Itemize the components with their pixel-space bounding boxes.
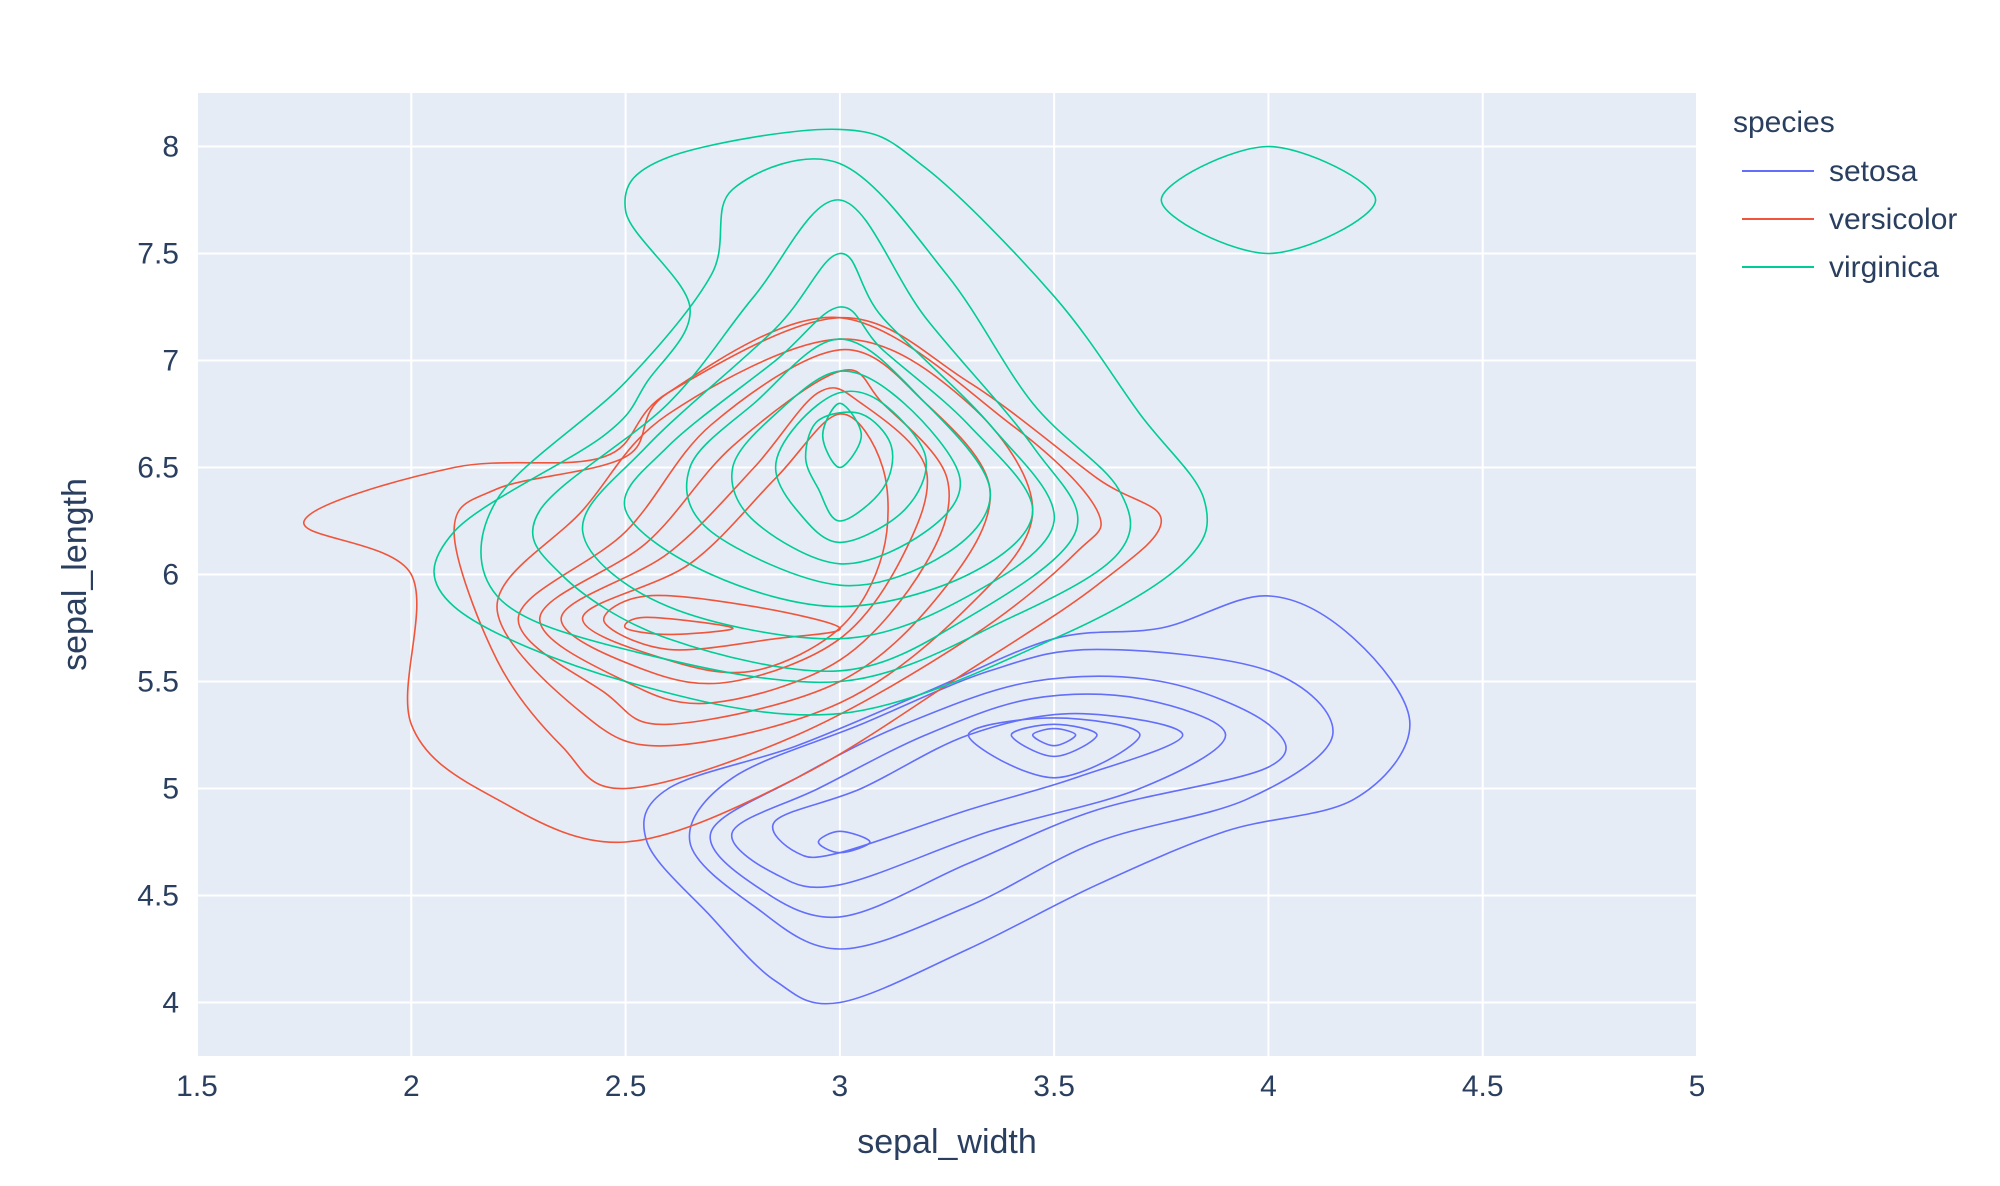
- versicolor-contour-line: [539, 369, 951, 705]
- x-tick-label: 2.5: [605, 1070, 647, 1103]
- y-tick-label: 4: [162, 987, 179, 1020]
- setosa-contour-line: [730, 693, 1227, 889]
- virginica-contour-line: [433, 128, 1209, 716]
- y-tick-label: 6: [162, 559, 179, 592]
- setosa-contour-line: [772, 712, 1184, 859]
- virginica-contour-line: [774, 390, 928, 544]
- virginica-contour-line: [623, 306, 1034, 608]
- y-tick-label: 7: [162, 345, 179, 378]
- versicolor-contour-line: [453, 316, 1102, 790]
- legend-title: species: [1733, 106, 1835, 139]
- y-axis-ticks: 4 4.5 5 5.5 6 6.5 7 7.5 8: [137, 131, 179, 1020]
- legend-label: setosa: [1829, 155, 1918, 188]
- x-tick-label: 3: [832, 1070, 849, 1103]
- x-tick-label: 1.5: [176, 1070, 218, 1103]
- setosa-contour-line: [1010, 723, 1098, 758]
- y-tick-label: 5: [162, 773, 179, 806]
- x-axis-title: sepal_width: [857, 1123, 1037, 1161]
- setosa-contour-line: [967, 717, 1141, 779]
- x-tick-label: 4.5: [1462, 1070, 1504, 1103]
- y-tick-label: 7.5: [137, 238, 179, 271]
- legend-label: virginica: [1829, 251, 1939, 284]
- x-tick-label: 4: [1260, 1070, 1277, 1103]
- legend-item-virginica[interactable]: virginica: [1742, 251, 1939, 284]
- grid-lines: [196, 93, 1698, 1056]
- y-tick-label: 6.5: [137, 452, 179, 485]
- x-tick-label: 3.5: [1033, 1070, 1075, 1103]
- y-tick-label: 5.5: [137, 666, 179, 699]
- virginica-contour-line: [731, 370, 962, 565]
- series-setosa: [643, 595, 1411, 1005]
- y-tick-label: 4.5: [137, 880, 179, 913]
- x-tick-label: 5: [1689, 1070, 1706, 1103]
- virginica-contour-line: [685, 338, 992, 587]
- legend[interactable]: species setosa versicolor virginica: [1733, 106, 1957, 284]
- series-virginica: [433, 128, 1377, 716]
- virginica-contour-line: [1160, 145, 1377, 255]
- setosa-contour-line: [688, 648, 1334, 950]
- y-axis-title: sepal_length: [56, 478, 94, 671]
- virginica-contour-line: [531, 199, 1079, 673]
- setosa-contour-line: [1031, 727, 1077, 747]
- setosa-contour-line: [709, 675, 1287, 919]
- legend-item-versicolor[interactable]: versicolor: [1742, 203, 1957, 236]
- setosa-contour-line: [643, 595, 1411, 1005]
- virginica-contour-line: [480, 158, 1132, 683]
- y-tick-label: 8: [162, 131, 179, 164]
- setosa-contour-line: [817, 830, 871, 854]
- versicolor-contour-line: [581, 413, 889, 674]
- versicolor-contour-line: [517, 348, 992, 726]
- x-tick-label: 2: [403, 1070, 420, 1103]
- legend-item-setosa[interactable]: setosa: [1742, 155, 1918, 188]
- versicolor-contour-line: [603, 594, 841, 651]
- contour-layer: [303, 128, 1411, 1005]
- virginica-contour-line: [821, 402, 863, 469]
- legend-label: versicolor: [1829, 203, 1957, 236]
- x-axis-ticks: 1.5 2 2.5 3 3.5 4 4.5 5: [176, 1070, 1705, 1103]
- virginica-contour-line: [804, 411, 894, 522]
- virginica-contour-line: [581, 252, 1055, 640]
